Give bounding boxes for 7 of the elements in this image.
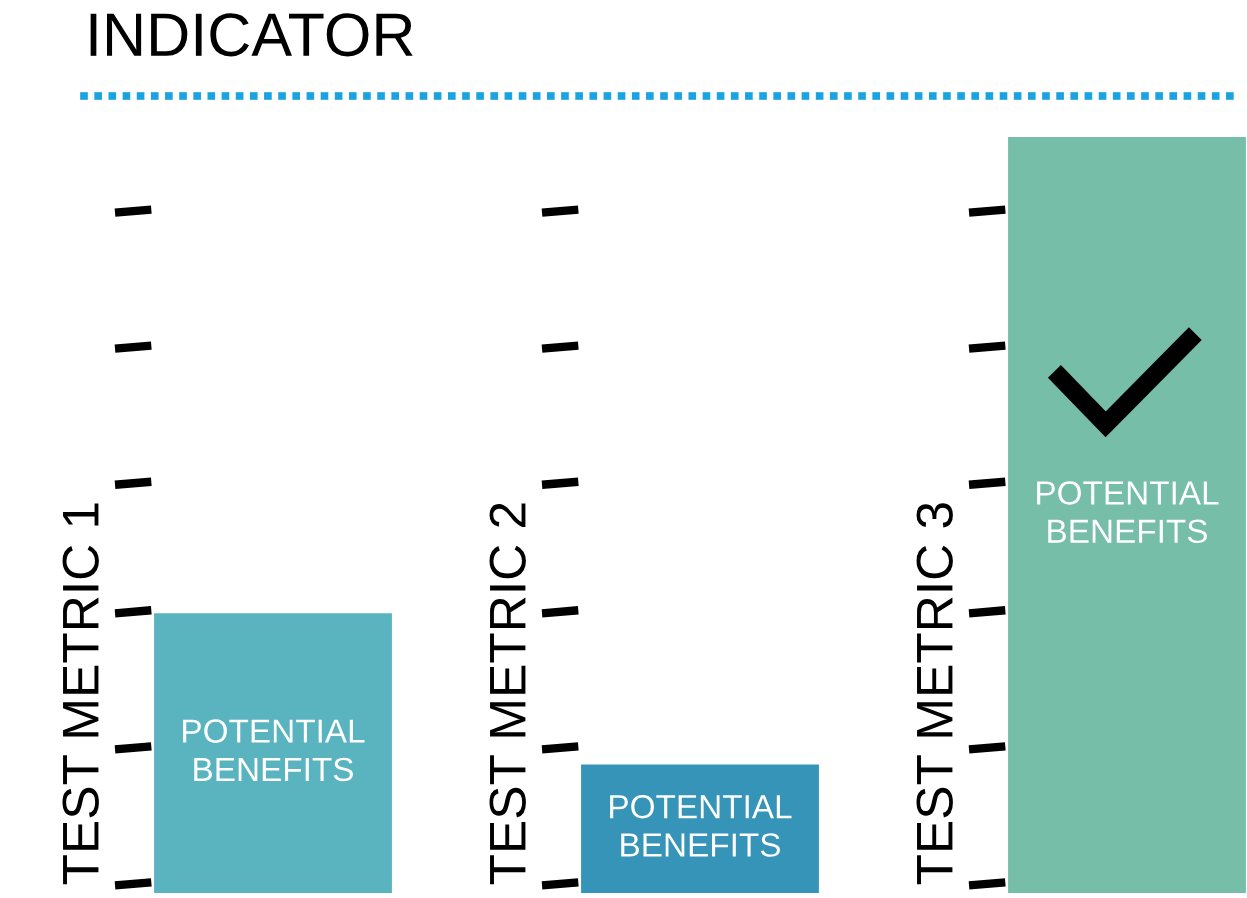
chart-title: INDICATOR	[90, 13, 413, 57]
x-tick-label: TEST METRIC 3	[916, 503, 953, 885]
annotation: POTENTIAL BENEFITS	[1037, 481, 1219, 544]
x-tick-label: TEST METRIC 1	[62, 503, 99, 885]
annotation: POTENTIAL BENEFITS	[610, 794, 792, 857]
annotation: POTENTIAL BENEFITS	[183, 719, 365, 782]
x-tick-label: TEST METRIC 2	[489, 503, 526, 885]
